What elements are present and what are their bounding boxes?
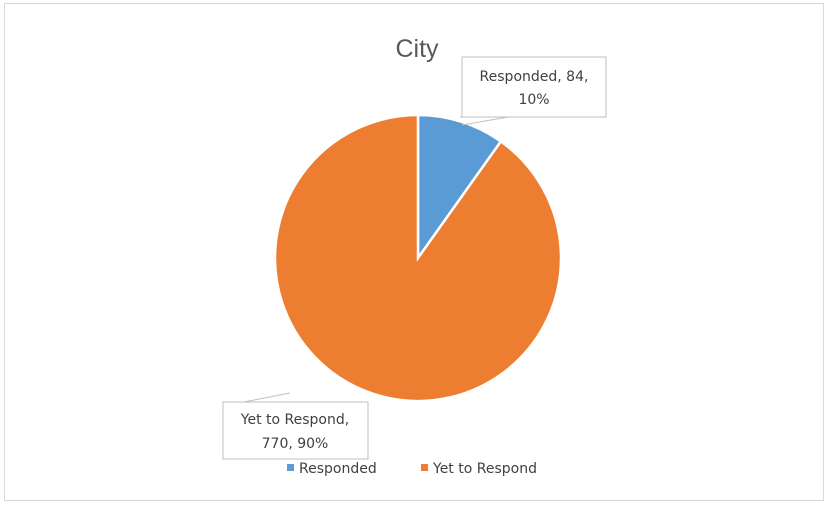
data-label-responded: Responded, 84, 10% xyxy=(460,56,607,126)
chart-title: City xyxy=(395,35,439,63)
data-label-yet-to-respond: Yet to Respond, 770, 90% xyxy=(222,392,369,460)
data-label-yet-to-respond-line1: Yet to Respond, xyxy=(240,412,349,428)
leader-line-yet-to-respond xyxy=(243,392,291,403)
data-label-box-yet-to-respond xyxy=(222,401,369,460)
pie-slice-yet-to-respond xyxy=(273,113,563,403)
legend-label-yet-to-respond: Yet to Respond xyxy=(432,461,537,477)
legend: Responded Yet to Respond xyxy=(287,461,537,477)
pie-slices xyxy=(273,113,563,403)
data-label-yet-to-respond-line2: 770, 90% xyxy=(262,436,329,452)
leader-line-responded xyxy=(460,116,509,126)
legend-label-responded: Responded xyxy=(299,461,377,477)
pie-slice-responded xyxy=(416,113,503,262)
data-label-box-responded xyxy=(461,56,607,118)
legend-swatch-yet-to-respond xyxy=(421,464,428,471)
data-label-responded-line2: 10% xyxy=(518,92,549,108)
data-label-responded-line1: Responded, 84, xyxy=(480,69,589,85)
legend-swatch-responded xyxy=(287,464,294,471)
